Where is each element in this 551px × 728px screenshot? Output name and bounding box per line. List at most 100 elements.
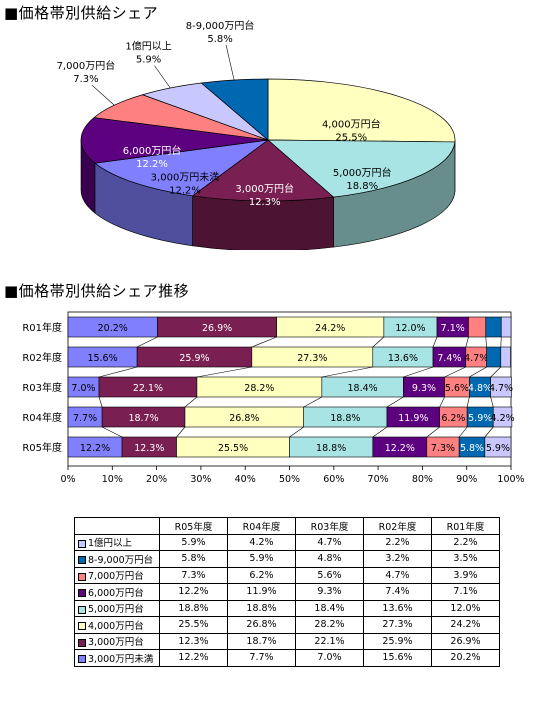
table-column-header: R02年度 [363,517,432,535]
bar-data-label: 7.0% [71,383,95,394]
table-cell: 24.2% [431,616,500,634]
series-connector-line [485,336,487,348]
x-axis-tick-label: 60% [323,474,344,485]
bar-data-label: 12.2% [385,443,415,454]
bar-data-label: 18.8% [330,413,360,424]
pie-slice-label: 5,000万円台 [333,166,392,179]
table-cell: 22.1% [295,632,364,650]
table-cell: 4.2% [227,533,296,551]
table-cell: 18.4% [295,599,364,617]
bar-category-label: R01年度 [22,321,62,334]
table-cell: 5.8% [159,550,228,568]
legend-swatch-icon [78,605,86,614]
x-axis-tick-label: 90% [456,474,477,485]
bar-data-label: 24.2% [315,323,345,334]
table-cell: 12.2% [159,583,228,601]
table-column-header: R01年度 [431,517,500,535]
table-cell: 18.7% [227,632,296,650]
pie-slice-value-label: 12.2% [169,185,201,196]
table-row: 3,000万円未満 12.2% 7.7% 7.0% 15.6% 20.2% [74,649,500,667]
table-cell: 2.2% [363,533,432,551]
pie-slice-label: 3,000万円未満 [151,171,220,183]
legend-swatch-icon [78,556,86,565]
series-connector-line [372,336,385,348]
bar-data-label: 7.7% [73,413,97,424]
table-cell: 7.7% [227,649,296,667]
bar-segment [492,406,513,428]
legend-swatch-icon [78,539,86,548]
table-row-label: 3,000万円未満 [74,649,160,667]
bar-segment [468,316,487,338]
table-corner-cell [74,517,160,535]
table-row-label: 6,000万円台 [74,583,160,601]
bar-data-label: 12.0% [395,323,425,334]
bar-segment [486,346,502,368]
series-connector-line [98,396,103,408]
table-cell: 6.2% [227,566,296,584]
bar-segment [484,436,512,458]
table-cell: 7.1% [431,583,500,601]
table-cell: 26.9% [431,632,500,650]
x-axis-tick-label: 40% [235,474,256,485]
table-cell: 9.3% [295,583,364,601]
table-row: 1億円以上 5.9% 4.2% 4.7% 2.2% 2.2% [74,533,500,551]
legend-swatch-icon [78,589,86,598]
table-row-label: 7,000万円台 [74,566,160,584]
table-row: 3,000万円台 12.3% 18.7% 22.1% 25.9% 26.9% [74,632,500,650]
table-cell: 27.3% [363,616,432,634]
bar-data-label: 5.9% [486,443,510,454]
bar-data-label: 7.1% [441,323,465,334]
bar-data-label: 5.9% [468,413,492,424]
bar-data-label: 15.6% [87,353,117,364]
x-axis-tick-label: 70% [368,474,389,485]
pie-leader-line [91,84,115,106]
table-cell: 4.7% [363,566,432,584]
pie-slice-value-label: 5.9% [136,55,161,66]
table-column-header: R04年度 [227,517,296,535]
x-axis-tick-label: 20% [146,474,167,485]
x-axis-tick-label: 0% [60,474,75,485]
series-connector-line [484,426,494,438]
x-axis-tick-label: 100% [497,474,524,485]
bar-data-label: 12.2% [80,443,110,454]
series-connector-line [466,396,470,408]
series-connector-line [403,366,434,378]
series-connector-line [372,426,388,438]
bar-data-label: 13.6% [388,353,418,364]
pie-slice-label: 8-9,000万円台 [186,20,255,32]
table-cell: 13.6% [363,599,432,617]
bar-segment [500,346,511,368]
series-connector-line [176,426,186,438]
series-connector-line [386,396,404,408]
pie-slice-label: 4,000万円台 [322,118,381,131]
series-connector-line [321,366,373,378]
series-connector-line [184,396,198,408]
pie-slice-value-label: 18.8% [346,181,378,192]
pie-slice-label: 7,000万円台 [57,59,116,72]
series-connector-line [490,396,494,408]
pie-slice-value-label: 5.8% [207,34,232,45]
bar-chart-title: ■価格帯別供給シェア推移 [4,282,190,300]
share-table: R05年度 R04年度 R03年度 R02年度 R01年度 1億円以上 5.9% 4.2% 4… [74,517,500,667]
series-connector-line [444,366,466,378]
pie-slice [191,139,335,202]
bar-data-label: 4.7% [489,383,513,394]
pie-slice-label: 6,000万円台 [123,144,182,157]
bar-data-label: 6.2% [441,413,465,424]
table-column-header: R05年度 [159,517,228,535]
bar-data-label: 26.9% [202,323,232,334]
table-cell: 25.9% [363,632,432,650]
pie-chart: 4,000万円台 25.5% 5,000万円台 18.8% 3,000万円台 12.3% 3… [57,20,456,250]
bar-data-label: 9.3% [412,383,436,394]
pie-slice-value-label: 12.3% [249,197,281,208]
table-cell: 7.3% [159,566,228,584]
series-connector-line [426,426,440,438]
table-header-row: R05年度 R04年度 R03年度 R02年度 R01年度 [74,517,500,535]
table-row: 4,000万円台 25.5% 26.8% 28.2% 27.3% 24.2% [74,616,500,634]
series-connector-line [303,396,322,408]
series-connector-line [196,366,252,378]
bar-data-label: 12.3% [134,443,164,454]
table-cell: 12.0% [431,599,500,617]
pie-slice [267,78,456,143]
series-connector-line [251,336,277,348]
